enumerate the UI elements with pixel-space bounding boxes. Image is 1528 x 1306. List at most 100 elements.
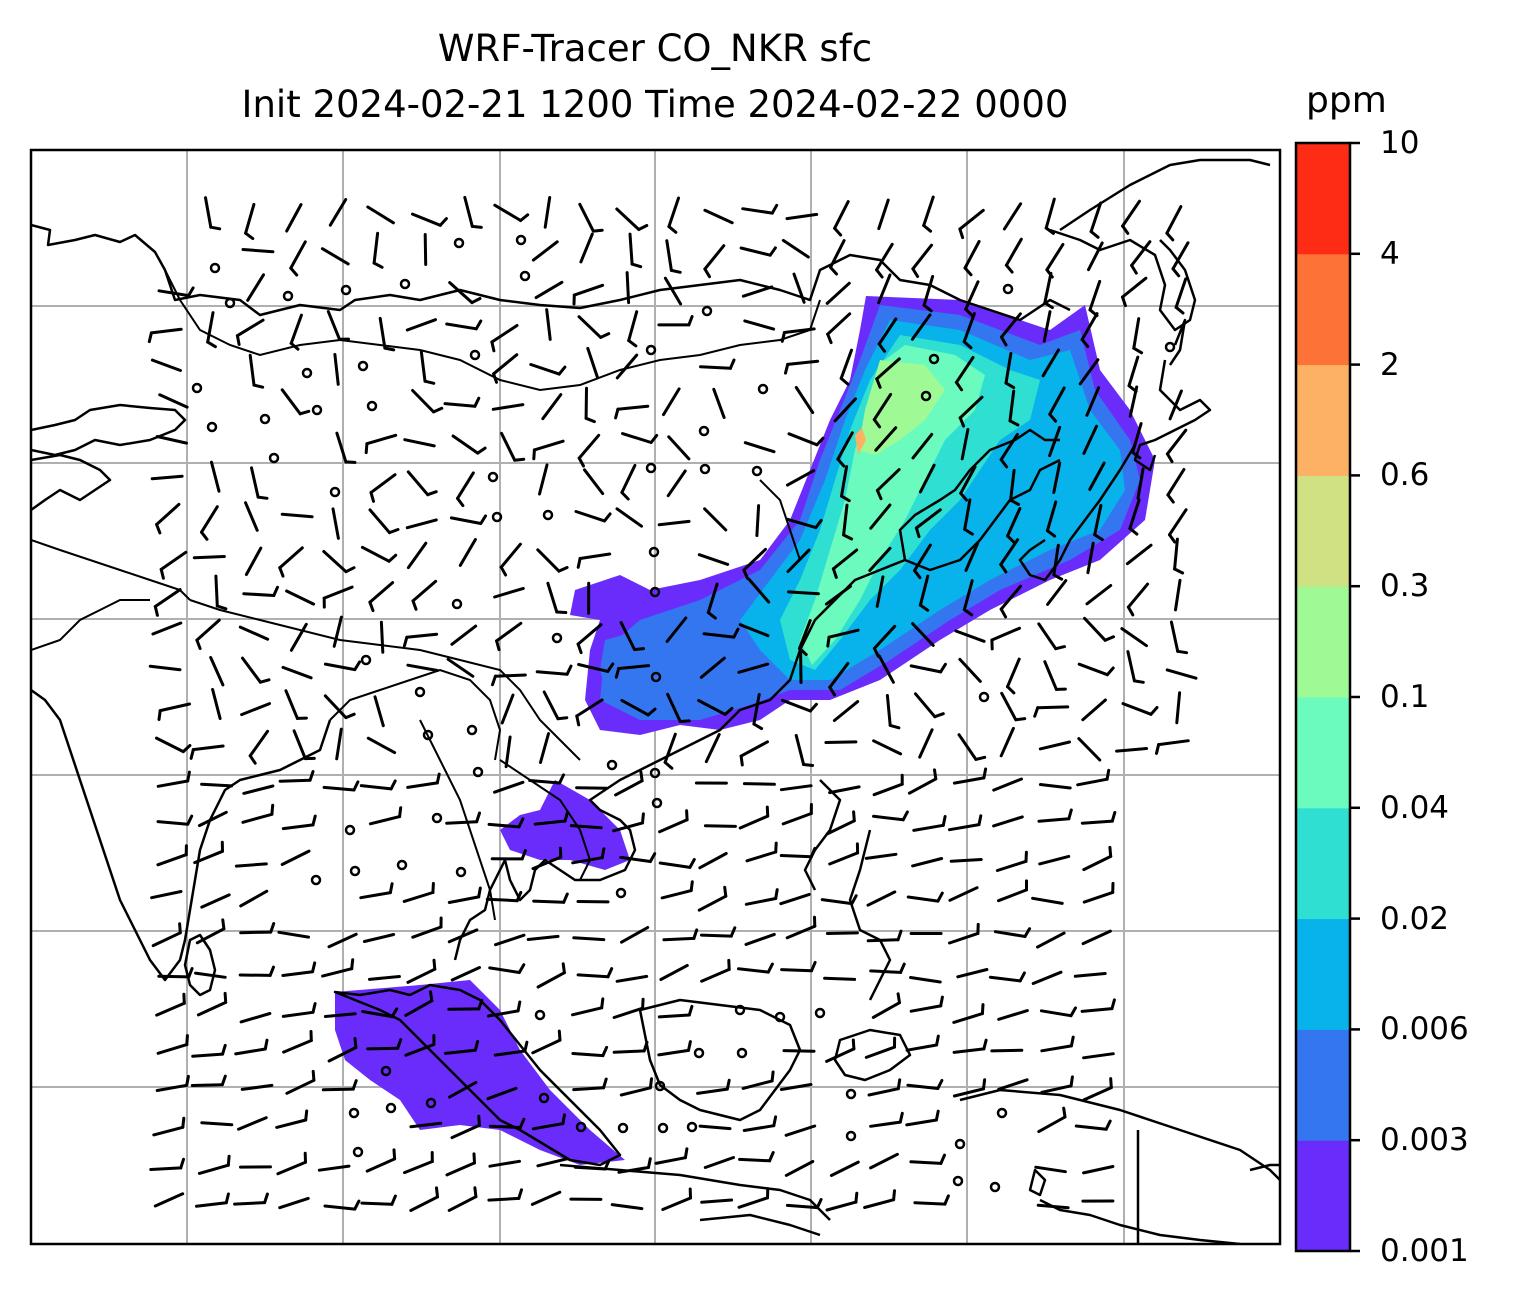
wind-barb [150, 474, 184, 481]
wind-barb-flag [244, 231, 255, 241]
wind-barb-flag [648, 852, 657, 863]
calm-wind-marker [224, 297, 236, 309]
wind-barb [238, 625, 270, 641]
wind-barb-flag [999, 607, 1008, 619]
wind-barb-flag [603, 1159, 611, 1171]
wind-barb [779, 784, 813, 792]
wind-barb [572, 1086, 606, 1092]
calm-wind-marker [649, 586, 661, 598]
wind-barb [872, 739, 903, 756]
wind-barb [952, 1087, 985, 1098]
wind-barb [825, 281, 851, 305]
wind-barb [872, 814, 905, 822]
wind-barb [573, 1165, 607, 1171]
wind-barb-flag [808, 702, 818, 713]
wind-barb [1031, 896, 1064, 905]
wind-barb [909, 664, 943, 674]
wind-barb [911, 432, 934, 460]
calm-wind-marker [451, 598, 463, 610]
wind-barb [322, 785, 356, 792]
wind-barb [780, 968, 814, 973]
wind-barb [578, 552, 612, 560]
wind-barb [922, 275, 935, 307]
wind-barb [331, 507, 340, 540]
wind-barb [824, 584, 852, 606]
wind-barb [1165, 428, 1188, 456]
map-frame [29, 148, 1282, 1246]
wind-barb [406, 663, 439, 672]
wind-barb [500, 431, 517, 462]
wind-barb [1128, 498, 1141, 530]
calm-wind-marker [845, 1088, 857, 1100]
wind-barb-flag [974, 755, 987, 761]
wind-barbs [147, 195, 1198, 1212]
wind-barb-flag [215, 604, 228, 611]
wind-barb-flag [936, 1079, 944, 1090]
wind-barb [292, 729, 307, 761]
wind-barb-flag [833, 226, 843, 237]
wind-barb [1037, 622, 1058, 651]
wind-barb [191, 1052, 225, 1058]
wind-barb [411, 925, 443, 939]
wind-barb-flag [311, 1069, 316, 1082]
wind-barb [1000, 691, 1018, 722]
wind-barb [448, 281, 474, 305]
wind-barb [612, 1006, 645, 1019]
calm-wind-marker [651, 797, 663, 809]
calm-wind-marker [845, 1130, 857, 1142]
wind-barb-flag [768, 246, 777, 257]
wind-barb [488, 966, 521, 974]
wind-barb [1080, 1007, 1114, 1013]
colorbar-segment [1296, 1029, 1350, 1141]
calm-wind-marker [774, 1011, 786, 1023]
wind-barb [948, 931, 980, 945]
wind-barb [1048, 386, 1066, 416]
plume-northeast-level5 [800, 345, 985, 665]
wind-barb-flag [492, 372, 498, 384]
wind-barb [320, 247, 350, 266]
colorbar-tick-label: 0.3 [1380, 568, 1430, 605]
wind-barb [780, 698, 812, 713]
wind-barb [210, 460, 221, 493]
wind-barb [157, 974, 191, 979]
calm-wind-marker [310, 874, 322, 886]
wind-barb [784, 1160, 815, 1177]
wind-barb-flag [181, 1116, 186, 1129]
wind-barb [956, 968, 989, 979]
wind-barb [494, 933, 526, 947]
wind-barb-flag [368, 600, 375, 613]
wind-barb [842, 503, 849, 537]
calm-wind-marker [920, 390, 932, 402]
wind-barb [1082, 1165, 1115, 1175]
wind-barb-flag [396, 1038, 403, 1050]
wind-barb [615, 974, 649, 983]
wind-barb [1128, 385, 1139, 418]
wind-barb [1168, 508, 1188, 537]
wind-barb-flag [732, 627, 740, 639]
wind-barb [616, 404, 650, 411]
wind-barb-flag [1155, 743, 1161, 755]
wind-barb [1041, 348, 1060, 378]
wind-barb [963, 498, 972, 531]
wind-barb [1125, 543, 1153, 566]
wind-barb-flag [499, 565, 508, 577]
wind-barb-flag [383, 346, 396, 352]
wind-barb [532, 899, 566, 904]
wind-barb-flag [875, 268, 884, 279]
wind-barb-flag [557, 566, 569, 573]
wind-barb [907, 777, 938, 795]
wind-barb [867, 1087, 900, 1097]
wind-barb [698, 1124, 732, 1131]
wind-barb [368, 581, 395, 604]
calm-wind-marker [654, 1080, 666, 1092]
wind-barb-flag [896, 1078, 902, 1091]
wind-barb-flag [829, 265, 838, 276]
wind-barb [958, 657, 982, 683]
wind-barb [840, 465, 849, 498]
wind-barb-flag [958, 227, 965, 240]
calm-wind-marker [268, 452, 280, 464]
wind-barb-flag [840, 494, 851, 503]
wind-barb-flag [913, 569, 922, 580]
wind-barb-flag [1014, 717, 1027, 722]
wind-barb [278, 546, 304, 570]
